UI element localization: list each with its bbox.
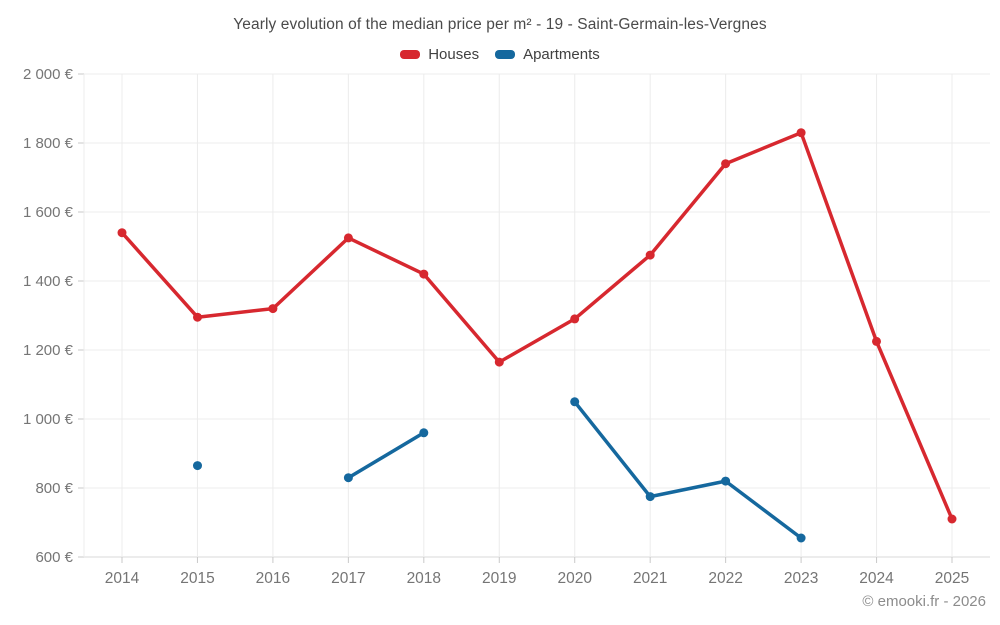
data-point-houses-2015[interactable] — [193, 312, 202, 322]
x-axis-label: 2021 — [633, 570, 667, 587]
x-axis-label: 2024 — [859, 570, 894, 587]
legend-item-apartments[interactable]: Apartments — [495, 46, 600, 63]
data-point-apartments-2017[interactable] — [343, 473, 353, 483]
data-point-houses-2019[interactable] — [494, 357, 504, 367]
x-axis-label: 2016 — [256, 570, 290, 587]
data-point-houses-2017[interactable] — [343, 233, 353, 243]
x-axis-label: 2019 — [482, 570, 516, 587]
y-axis-label: 1 200 € — [23, 342, 74, 359]
data-point-houses-2020[interactable] — [570, 314, 580, 324]
series-line-apartments — [346, 400, 803, 540]
y-axis-label: 1 400 € — [23, 273, 74, 290]
data-point-houses-2016[interactable] — [268, 304, 278, 314]
data-point-houses-2022[interactable] — [721, 159, 731, 169]
y-axis-label: 1 800 € — [23, 135, 74, 152]
data-point-houses-2023[interactable] — [796, 128, 806, 138]
data-point-apartments-2015[interactable] — [193, 461, 202, 471]
data-point-apartments-2022[interactable] — [721, 476, 731, 486]
data-point-houses-2025[interactable] — [947, 514, 957, 524]
data-point-houses-2024[interactable] — [872, 336, 881, 346]
y-axis-label: 1 000 € — [23, 411, 74, 428]
series-line-houses — [120, 130, 954, 521]
y-axis-label: 800 € — [35, 480, 73, 497]
data-point-apartments-2018[interactable] — [419, 428, 429, 438]
y-axis-label: 2 000 € — [23, 66, 74, 83]
x-axis-label: 2017 — [331, 570, 365, 587]
x-axis-label: 2014 — [105, 570, 140, 587]
y-axis-label: 600 € — [35, 549, 73, 566]
data-point-apartments-2021[interactable] — [645, 492, 655, 502]
chart-title: Yearly evolution of the median price per… — [233, 16, 767, 33]
copyright-text: © emooki.fr - 2026 — [862, 593, 986, 610]
data-point-houses-2021[interactable] — [645, 250, 655, 260]
legend-item-houses[interactable]: Houses — [400, 46, 479, 63]
data-point-houses-2014[interactable] — [117, 228, 127, 238]
x-axis-label: 2018 — [407, 570, 441, 587]
x-axis-label: 2015 — [180, 570, 214, 587]
data-point-apartments-2023[interactable] — [796, 533, 806, 543]
x-axis-label: 2025 — [935, 570, 969, 587]
legend-label-apartments: Apartments — [523, 46, 600, 63]
apartments-series-swatch-icon — [495, 50, 516, 59]
data-point-houses-2018[interactable] — [419, 269, 429, 279]
x-axis-label: 2020 — [557, 570, 592, 587]
chart-legend: Houses Apartments — [0, 46, 1000, 63]
data-point-apartments-2020[interactable] — [570, 397, 580, 407]
houses-series-swatch-icon — [400, 50, 421, 59]
y-axis-label: 1 600 € — [23, 204, 74, 221]
x-axis-label: 2022 — [708, 570, 742, 587]
x-axis-label: 2023 — [784, 570, 818, 587]
legend-label-houses: Houses — [428, 46, 480, 63]
